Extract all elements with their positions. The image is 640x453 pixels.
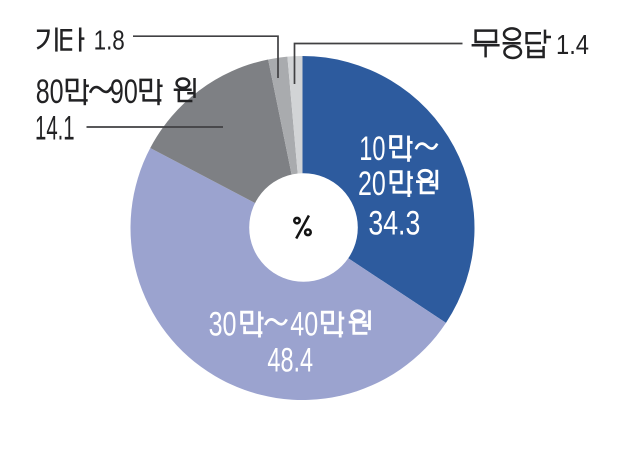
svg-text:1.8: 1.8	[94, 24, 125, 55]
svg-text:14.1: 14.1	[35, 109, 75, 147]
svg-text:48.4: 48.4	[267, 341, 313, 379]
svg-text:20: 20	[358, 165, 386, 203]
svg-text:34.3: 34.3	[368, 204, 420, 242]
svg-text:90: 90	[110, 73, 138, 111]
svg-text:80: 80	[36, 73, 64, 111]
svg-text:40: 40	[290, 306, 318, 344]
svg-text:10: 10	[359, 130, 385, 168]
svg-text:1.4: 1.4	[556, 29, 589, 60]
svg-text:30: 30	[209, 306, 237, 344]
